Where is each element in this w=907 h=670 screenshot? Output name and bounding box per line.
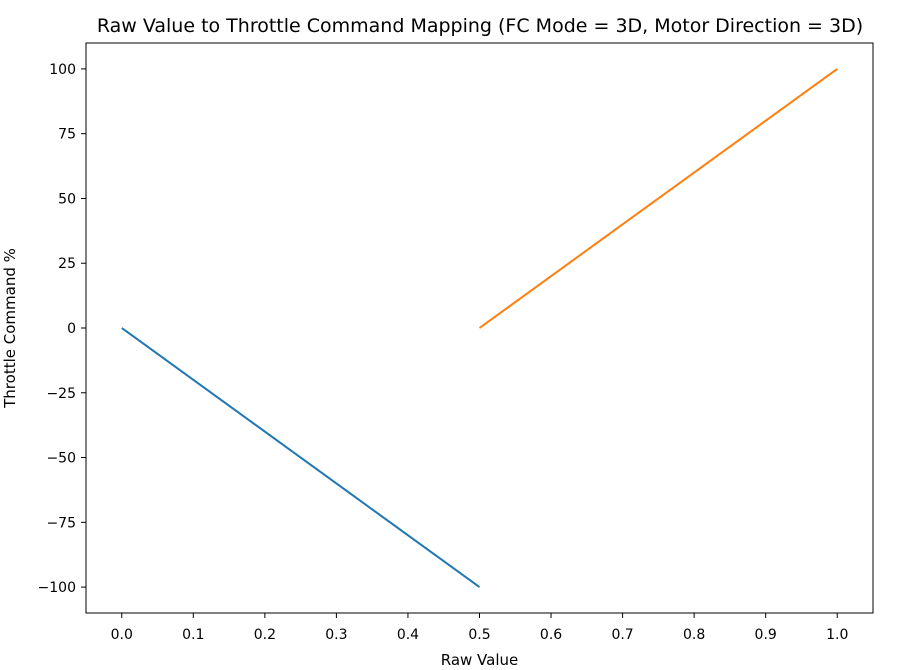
y-tick-label: −25 (46, 386, 76, 402)
y-tick-label: 25 (58, 256, 76, 272)
y-tick-label: −50 (46, 451, 76, 467)
y-tick-label: −75 (46, 515, 76, 531)
plot-lines (121, 68, 838, 588)
x-tick-label: 0.2 (254, 627, 276, 643)
series-line-2 (478, 68, 838, 329)
y-tick-label: −100 (38, 580, 76, 596)
x-tick-label: 1.0 (826, 627, 848, 643)
y-axis-label: Throttle Command % (1, 248, 19, 409)
chart-title: Raw Value to Throttle Command Mapping (F… (97, 15, 863, 37)
series-line-1 (121, 327, 481, 588)
x-tick-label: 0.1 (182, 627, 204, 643)
y-tick-label: 0 (67, 321, 76, 337)
x-axis: 0.0 0.1 0.2 0.3 0.4 0.5 0.6 0.7 0.8 0.9 1.0 (111, 613, 848, 643)
y-tick-label: 50 (58, 191, 76, 207)
x-tick-label: 0.4 (397, 627, 419, 643)
y-tick-label: 75 (58, 127, 76, 143)
x-tick-label: 0.8 (683, 627, 705, 643)
y-tick-label: 100 (49, 62, 76, 78)
x-tick-label: 0.0 (111, 627, 133, 643)
x-axis-label: Raw Value (441, 651, 519, 669)
y-axis: 100 75 50 25 0 −25 −50 −75 −100 (38, 62, 86, 596)
x-tick-label: 0.9 (755, 627, 777, 643)
x-tick-label: 0.3 (325, 627, 347, 643)
x-tick-label: 0.7 (611, 627, 633, 643)
x-tick-label: 0.5 (468, 627, 490, 643)
x-tick-label: 0.6 (540, 627, 562, 643)
